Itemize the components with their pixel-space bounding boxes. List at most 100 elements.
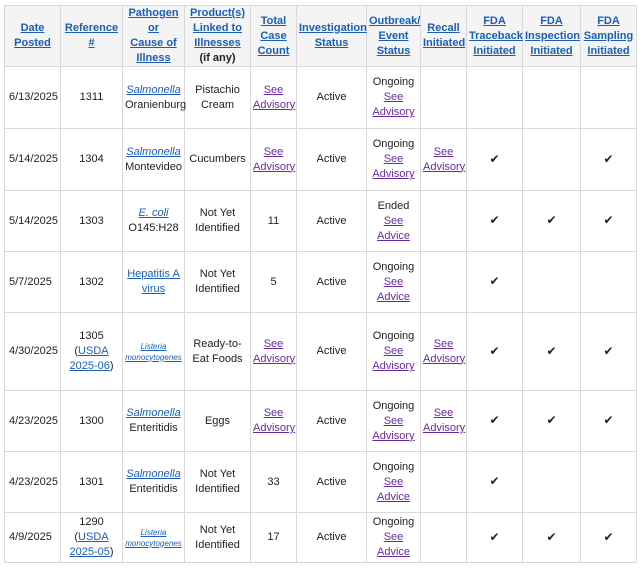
investigation-status: Active [316, 475, 347, 488]
date-cell: 5/7/2025 [4, 251, 61, 313]
investigation-status-cell: Active [296, 190, 367, 252]
sort-products-link[interactable]: Product(s) Linked to Illnesses [190, 7, 245, 49]
pathogen-link[interactable]: Salmonella [126, 83, 181, 96]
case-count-value: 5 [270, 275, 277, 288]
usda-reference-link[interactable]: USDA 2025-06 [69, 345, 110, 372]
pathogen-link[interactable]: Salmonella [126, 145, 181, 158]
inspection-cell [522, 451, 581, 513]
product-cell: Not Yet Identified [184, 512, 251, 563]
traceback-cell [466, 66, 523, 129]
recall-cell [420, 512, 467, 563]
recall-advisory-link[interactable]: See Advisory [423, 145, 466, 173]
date-cell: 4/23/2025 [4, 451, 61, 513]
sort-investigation-link[interactable]: Investigation Status [299, 22, 367, 49]
investigation-status-cell: Active [296, 390, 367, 452]
reference-number: 1300 [79, 414, 104, 427]
checkmark-icon: ✔ [603, 413, 614, 427]
pathogen-serotype: Enteritidis [129, 422, 178, 434]
col-header-products[interactable]: Product(s) Linked to Illnesses (if any) [184, 5, 251, 67]
investigation-status: Active [316, 214, 347, 227]
date-text: 5/7/2025 [9, 275, 52, 288]
see-advisory-link[interactable]: See Advisory [253, 83, 296, 111]
pathogen-link[interactable]: E. coli [138, 207, 169, 219]
sort-inspection-link[interactable]: FDA Inspection Initiated [525, 14, 581, 57]
pathogen-cell: Salmonella Oranienburg [122, 66, 186, 129]
header-row: Date Posted Reference # Pathogen or Cause of… [4, 5, 637, 67]
see-advisory-link[interactable]: See Advisory [253, 145, 296, 173]
case-count-value: 17 [267, 531, 280, 543]
outbreak-status: Ongoing [372, 460, 415, 473]
traceback-cell: ✔ [466, 451, 523, 513]
date-text: 5/14/2025 [9, 214, 58, 227]
col-header-investigation[interactable]: Investigation Status [296, 5, 367, 67]
sort-recall-link[interactable]: Recall Initiated [423, 22, 466, 49]
col-header-traceback[interactable]: FDA Traceback Initiated [466, 5, 523, 67]
pathogen-link[interactable]: Salmonella [126, 407, 181, 419]
col-header-reference[interactable]: Reference # [60, 5, 123, 67]
checkmark-icon: ✔ [489, 213, 500, 227]
col-header-pathogen[interactable]: Pathogen or Cause of Illness [122, 5, 185, 67]
recall-advisory-link[interactable]: See Advisory [423, 407, 466, 434]
pathogen-link[interactable]: Salmonella [126, 468, 181, 480]
col-header-inspection[interactable]: FDA Inspection Initiated [522, 5, 581, 67]
sort-sampling-link[interactable]: FDA Sampling Initiated [583, 14, 634, 57]
see-advice-link[interactable]: See Advice [376, 214, 411, 242]
product-cell: Ready-to-Eat Foods [184, 312, 251, 391]
pathogen-cell: Salmonella Enteritidis [122, 390, 185, 452]
date-cell: 6/13/2025 [4, 66, 61, 129]
see-advisory-link[interactable]: See Advisory [253, 407, 296, 434]
sort-total-link[interactable]: Total Case Count [257, 14, 290, 57]
investigation-status: Active [316, 414, 347, 427]
checkmark-icon: ✔ [489, 474, 500, 488]
pathogen-link[interactable]: Listeria monocytogenes [125, 341, 182, 362]
outbreak-status-cell: Ongoing See Advice [366, 451, 421, 513]
case-count-cell: See Advisory [250, 66, 297, 129]
product-cell: Pistachio Cream [184, 66, 251, 129]
checkmark-icon: ✔ [546, 343, 557, 358]
see-advice-link[interactable]: See Advice [376, 275, 411, 303]
see-advice-link[interactable]: See Advice [376, 475, 411, 503]
reference-cell: 1305 (USDA 2025-06) [60, 312, 123, 391]
col-header-outbreak[interactable]: Outbreak/Event Status [366, 5, 421, 67]
traceback-cell: ✔ [466, 128, 523, 191]
investigation-status: Active [316, 345, 347, 357]
usda-reference-link[interactable]: USDA 2025-05 [69, 531, 110, 558]
sort-date-link[interactable]: Date Posted [14, 22, 51, 49]
inspection-cell: ✔ [522, 190, 581, 252]
pathogen-link[interactable]: Hepatitis A virus [127, 268, 180, 295]
pathogen-cell: Hepatitis A virus [122, 251, 185, 313]
sort-reference-link[interactable]: Reference # [64, 22, 119, 49]
pathogen-serotype: O145:H28 [128, 222, 179, 234]
product-text: Pistachio Cream [195, 83, 240, 111]
reference-number: 1301 [79, 475, 104, 488]
reference-cell: 1300 [60, 390, 123, 452]
see-advisory-link[interactable]: See Advisory [372, 153, 415, 180]
see-advice-link[interactable]: See Advice [376, 531, 411, 558]
product-cell: Not Yet Identified [184, 190, 251, 252]
col-header-total[interactable]: Total Case Count [250, 5, 297, 67]
see-advisory-link[interactable]: See Advisory [372, 414, 415, 442]
col-header-date[interactable]: Date Posted [4, 5, 61, 67]
outbreak-status: Ongoing [372, 260, 415, 273]
sort-pathogen-link[interactable]: Pathogen or Cause of Illness [128, 7, 179, 64]
product-text: Not Yet Identified [195, 268, 240, 295]
recall-advisory-link[interactable]: See Advisory [423, 337, 466, 365]
sort-traceback-link[interactable]: FDA Traceback Initiated [469, 14, 523, 57]
case-count-cell: See Advisory [250, 312, 297, 391]
outbreak-investigations-table: Date Posted Reference # Pathogen or Cause of… [4, 5, 637, 563]
sampling-cell: ✔ [580, 128, 637, 191]
see-advisory-link[interactable]: See Advisory [372, 345, 415, 372]
pathogen-link[interactable]: Listeria monocytogenes [125, 527, 182, 548]
traceback-cell: ✔ [466, 312, 523, 391]
sampling-cell: ✔ [580, 390, 637, 452]
investigation-status: Active [316, 531, 347, 543]
see-advisory-link[interactable]: See Advisory [372, 91, 415, 118]
date-cell: 5/14/2025 [4, 128, 61, 191]
col-header-recall[interactable]: Recall Initiated [420, 5, 467, 67]
sort-outbreak-link[interactable]: Outbreak/Event Status [369, 14, 421, 57]
recall-cell [420, 451, 467, 513]
col-header-sampling[interactable]: FDA Sampling Initiated [580, 5, 637, 67]
see-advisory-link[interactable]: See Advisory [253, 337, 296, 365]
reference-number: 1303 [79, 214, 104, 227]
outbreak-status: Ongoing [372, 76, 415, 88]
